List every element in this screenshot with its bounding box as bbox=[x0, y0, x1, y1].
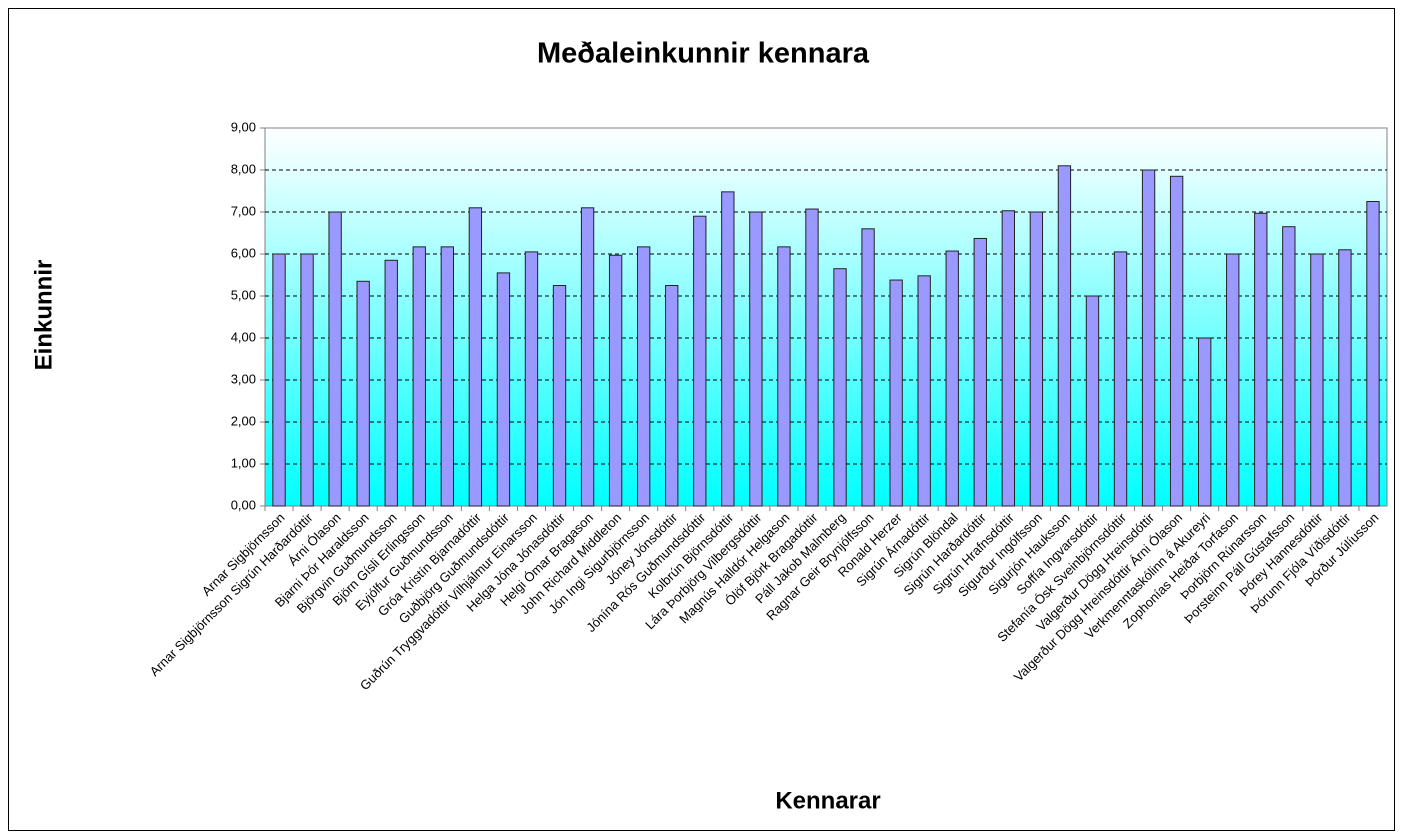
bar bbox=[496, 272, 511, 507]
bar bbox=[1057, 165, 1072, 507]
bar bbox=[749, 211, 763, 507]
y-tick-label: 2,00 bbox=[231, 413, 256, 428]
bar bbox=[917, 275, 931, 507]
y-axis-label: Einkunnir bbox=[30, 260, 57, 371]
bar bbox=[1141, 169, 1156, 507]
y-tick-label: 3,00 bbox=[231, 371, 256, 386]
bar bbox=[1282, 226, 1296, 507]
y-tick-label: 7,00 bbox=[231, 203, 256, 218]
bar bbox=[1085, 295, 1100, 507]
bar bbox=[1310, 253, 1324, 507]
bar bbox=[805, 208, 819, 507]
y-tick-label: 4,00 bbox=[231, 329, 256, 344]
bar bbox=[524, 251, 539, 507]
bar bbox=[356, 280, 370, 507]
plot-area bbox=[264, 127, 1388, 507]
bar bbox=[1029, 211, 1044, 507]
bar bbox=[1366, 201, 1380, 507]
bar bbox=[384, 259, 398, 507]
bar bbox=[721, 191, 735, 507]
bar bbox=[1338, 249, 1352, 507]
bar bbox=[889, 279, 903, 507]
bar bbox=[272, 253, 286, 507]
y-tick-label: 8,00 bbox=[231, 161, 256, 176]
bar bbox=[665, 285, 679, 507]
bar bbox=[833, 268, 847, 507]
bar bbox=[973, 237, 987, 507]
y-tick-label: 0,00 bbox=[231, 497, 256, 512]
bar bbox=[1113, 251, 1128, 507]
y-tick-label: 9,00 bbox=[231, 119, 256, 134]
bar bbox=[328, 211, 342, 507]
y-tick-label: 1,00 bbox=[231, 455, 256, 470]
bar bbox=[580, 207, 595, 507]
chart-title: Meðaleinkunnir kennara bbox=[537, 38, 870, 70]
bar bbox=[1254, 212, 1268, 507]
bar bbox=[440, 246, 454, 507]
bar bbox=[1198, 337, 1212, 507]
bar bbox=[608, 254, 623, 507]
bar bbox=[1001, 210, 1015, 507]
y-tick-label: 5,00 bbox=[231, 287, 256, 302]
bar bbox=[945, 250, 959, 507]
bar bbox=[861, 228, 875, 507]
bar bbox=[1169, 175, 1184, 507]
bar bbox=[693, 215, 707, 507]
y-tick-label: 6,00 bbox=[231, 245, 256, 260]
bar bbox=[412, 246, 426, 507]
bar bbox=[468, 207, 483, 507]
bar bbox=[552, 285, 567, 507]
bar bbox=[637, 246, 651, 507]
bar bbox=[1226, 253, 1240, 507]
bar bbox=[777, 246, 791, 507]
x-axis-label: Kennarar bbox=[775, 787, 880, 814]
bar bbox=[300, 253, 314, 507]
